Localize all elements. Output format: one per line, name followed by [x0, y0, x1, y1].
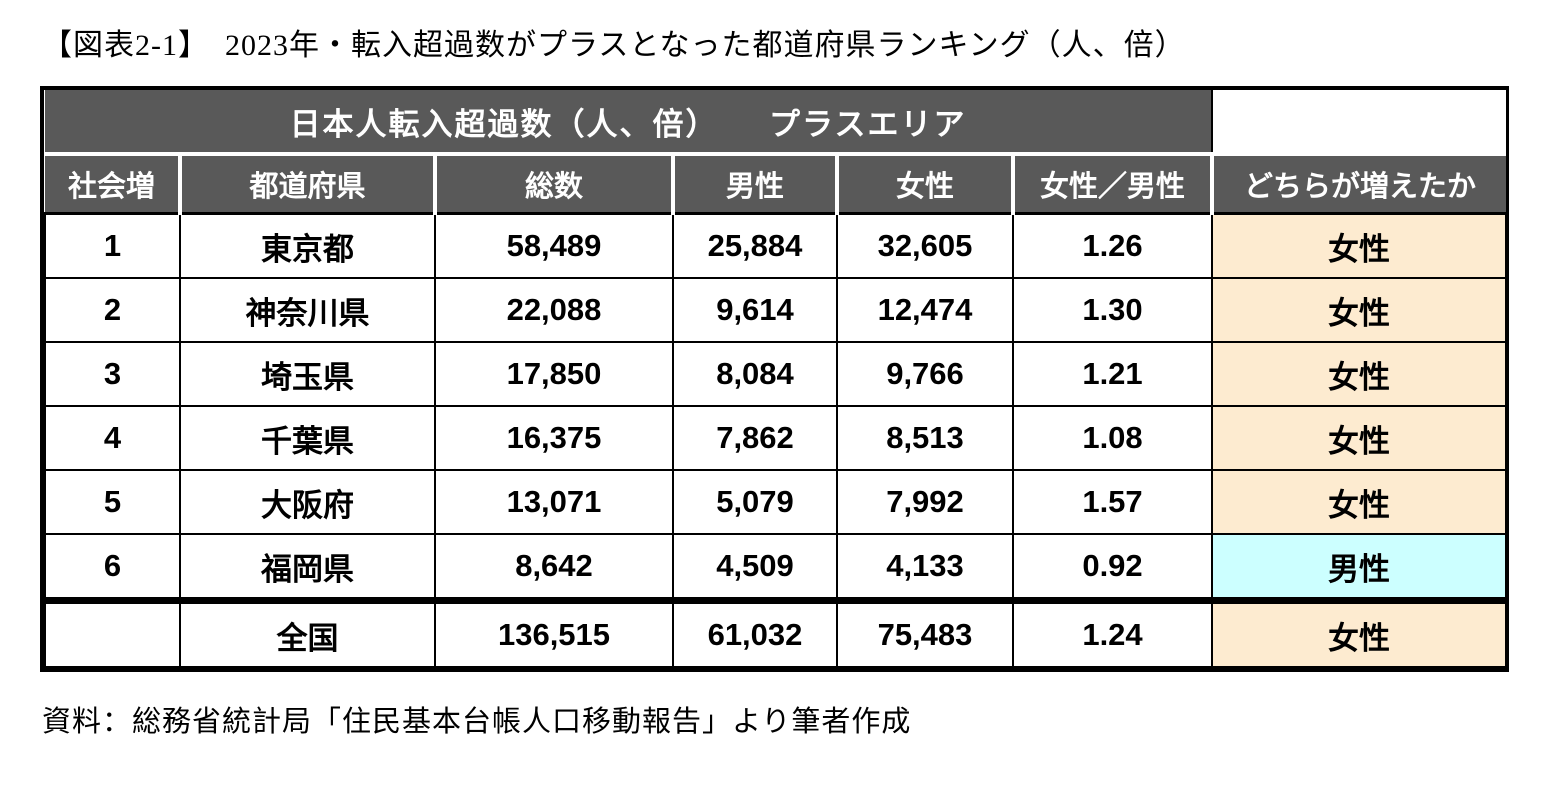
- cell-female: 4,133: [836, 533, 1014, 602]
- col-header-male: 男性: [671, 154, 837, 215]
- cell-total: 17,850: [434, 341, 674, 407]
- cell-ratio: 0.92: [1011, 533, 1214, 602]
- ranking-table-grid: 日本人転入超過数（人、倍） プラスエリア 社会増 都道府県 総数 男性 女性 女…: [44, 90, 1508, 668]
- col-header-total: 総数: [433, 154, 673, 215]
- source-note: 資料：総務省統計局「住民基本台帳人口移動報告」より筆者作成: [42, 706, 912, 738]
- cell-winner: 女性: [1211, 469, 1508, 535]
- cell-rank: 5: [44, 469, 181, 535]
- cell-prefecture: 全国: [179, 597, 436, 668]
- cell-rank: 2: [44, 277, 181, 343]
- figure-title: 【図表2-1】 2023年・転入超過数がプラスとなった都道府県ランキング（人、倍…: [42, 29, 1186, 62]
- cell-male: 9,614: [672, 277, 838, 343]
- col-header-female: 女性: [835, 154, 1013, 215]
- cell-female: 9,766: [836, 341, 1014, 407]
- cell-ratio: 1.30: [1011, 277, 1214, 343]
- cell-male: 8,084: [672, 341, 838, 407]
- cell-total: 136,515: [434, 597, 674, 668]
- cell-female: 12,474: [836, 277, 1014, 343]
- cell-total: 16,375: [434, 405, 674, 471]
- cell-female: 75,483: [836, 597, 1014, 668]
- cell-rank: 3: [44, 341, 181, 407]
- cell-total: 8,642: [434, 533, 674, 602]
- cell-rank: 6: [44, 533, 181, 602]
- cell-prefecture: 福岡県: [179, 533, 436, 602]
- col-header-winner: どちらが増えたか: [1210, 154, 1507, 215]
- cell-winner: 女性: [1211, 212, 1508, 279]
- cell-male: 61,032: [672, 597, 838, 668]
- cell-winner: 男性: [1211, 533, 1508, 602]
- cell-female: 7,992: [836, 469, 1014, 535]
- banner-blank-cell: [1211, 90, 1507, 156]
- cell-rank: [44, 597, 181, 668]
- cell-rank: 1: [44, 212, 181, 279]
- col-header-ratio: 女性／男性: [1010, 154, 1213, 215]
- cell-ratio: 1.26: [1011, 212, 1214, 279]
- table-row: 2 神奈川県 22,088 9,614 12,474 1.30 女性: [44, 277, 1508, 343]
- col-header-prefecture: 都道府県: [178, 154, 435, 215]
- cell-ratio: 1.24: [1011, 597, 1214, 668]
- cell-winner: 女性: [1211, 597, 1508, 668]
- cell-male: 7,862: [672, 405, 838, 471]
- cell-prefecture: 埼玉県: [179, 341, 436, 407]
- cell-ratio: 1.08: [1011, 405, 1214, 471]
- table-header-row: 社会増 都道府県 総数 男性 女性 女性／男性 どちらが増えたか: [45, 154, 1507, 215]
- cell-prefecture: 神奈川県: [179, 277, 436, 343]
- cell-ratio: 1.57: [1011, 469, 1214, 535]
- cell-male: 4,509: [672, 533, 838, 602]
- cell-female: 8,513: [836, 405, 1014, 471]
- cell-prefecture: 東京都: [179, 212, 436, 279]
- table-row-national: 全国 136,515 61,032 75,483 1.24 女性: [44, 597, 1508, 668]
- cell-prefecture: 大阪府: [179, 469, 436, 535]
- table-banner: 日本人転入超過数（人、倍） プラスエリア: [45, 90, 1214, 156]
- table-row: 4 千葉県 16,375 7,862 8,513 1.08 女性: [44, 405, 1508, 471]
- cell-female: 32,605: [836, 212, 1014, 279]
- cell-male: 25,884: [672, 212, 838, 279]
- cell-ratio: 1.21: [1011, 341, 1214, 407]
- ranking-table: 日本人転入超過数（人、倍） プラスエリア 社会増 都道府県 総数 男性 女性 女…: [40, 86, 1509, 672]
- cell-winner: 女性: [1211, 341, 1508, 407]
- cell-winner: 女性: [1211, 405, 1508, 471]
- cell-prefecture: 千葉県: [179, 405, 436, 471]
- table-row: 6 福岡県 8,642 4,509 4,133 0.92 男性: [44, 533, 1508, 602]
- table-banner-row: 日本人転入超過数（人、倍） プラスエリア: [45, 90, 1507, 156]
- cell-male: 5,079: [672, 469, 838, 535]
- cell-total: 58,489: [434, 212, 674, 279]
- table-row: 5 大阪府 13,071 5,079 7,992 1.57 女性: [44, 469, 1508, 535]
- cell-winner: 女性: [1211, 277, 1508, 343]
- cell-rank: 4: [44, 405, 181, 471]
- table-row: 3 埼玉県 17,850 8,084 9,766 1.21 女性: [44, 341, 1508, 407]
- col-header-rank: 社会増: [45, 154, 180, 215]
- cell-total: 13,071: [434, 469, 674, 535]
- cell-total: 22,088: [434, 277, 674, 343]
- table-row: 1 東京都 58,489 25,884 32,605 1.26 女性: [44, 212, 1508, 279]
